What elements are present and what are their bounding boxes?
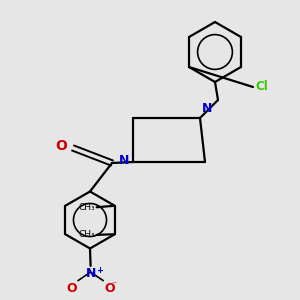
Text: ⁻: ⁻ xyxy=(112,280,117,291)
Text: N: N xyxy=(119,154,129,167)
Text: N: N xyxy=(202,102,212,115)
Text: +: + xyxy=(97,266,104,274)
Text: CH₃: CH₃ xyxy=(79,230,95,239)
Text: O: O xyxy=(66,282,76,295)
Text: CH₃: CH₃ xyxy=(79,203,95,212)
Text: Cl: Cl xyxy=(255,80,268,94)
Text: N: N xyxy=(85,267,96,280)
Text: O: O xyxy=(105,282,115,295)
Text: O: O xyxy=(56,140,68,154)
